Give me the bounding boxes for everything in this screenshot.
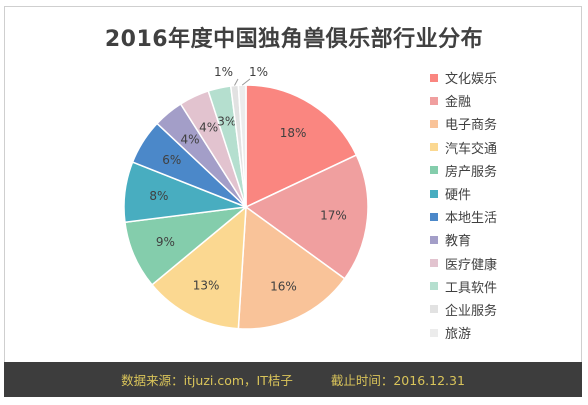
pie-slice-label-1: 18% xyxy=(280,126,307,140)
legend-item: 教育 xyxy=(430,228,497,251)
legend-label: 教育 xyxy=(445,234,472,250)
pie-slice-1 xyxy=(245,84,358,209)
legend-swatch xyxy=(430,305,438,314)
pie-slice-label-12: 1% xyxy=(249,65,268,79)
legend-item: 房产服务 xyxy=(430,159,497,182)
pie-slice-2 xyxy=(244,154,369,280)
pie-slice-label-9: 4% xyxy=(199,121,218,135)
pie-slice-label-6: 8% xyxy=(149,189,168,203)
legend-item: 企业服务 xyxy=(430,298,497,321)
legend-label: 旅游 xyxy=(445,327,472,343)
legend-item: 本地生活 xyxy=(430,205,497,228)
legend-swatch xyxy=(430,96,438,105)
legend-swatch xyxy=(430,166,438,175)
legend-swatch xyxy=(430,282,438,291)
pie-slice-label-10: 3% xyxy=(217,114,236,128)
legend-label: 电子商务 xyxy=(445,118,498,134)
legend-label: 金融 xyxy=(445,95,472,111)
legend-label: 房产服务 xyxy=(445,164,498,180)
legend-item: 文化娱乐 xyxy=(430,66,497,89)
footer-deadline: 截止时间：2016.12.31 xyxy=(330,373,465,388)
legend-swatch xyxy=(430,143,438,152)
legend-item: 汽车交通 xyxy=(430,136,497,159)
legend-item: 电子商务 xyxy=(430,112,497,135)
footer-source: 数据来源：itjuzi.com，IT桔子 xyxy=(121,373,293,388)
pie-slice-label-3: 16% xyxy=(270,280,297,294)
pie-slice-12 xyxy=(237,84,247,208)
chart-legend: 文化娱乐金融电子商务汽车交通房产服务硬件本地生活教育医疗健康工具软件企业服务旅游 xyxy=(430,66,497,344)
legend-item: 旅游 xyxy=(430,321,497,344)
legend-label: 本地生活 xyxy=(445,211,498,227)
pie-slice-label-7: 6% xyxy=(162,153,181,167)
pie-leader-line-12 xyxy=(241,78,251,86)
legend-swatch xyxy=(430,212,438,221)
legend-swatch xyxy=(430,73,438,82)
legend-swatch xyxy=(430,235,438,244)
legend-swatch xyxy=(430,328,438,337)
legend-item: 金融 xyxy=(430,89,497,112)
pie-slice-label-2: 17% xyxy=(320,208,347,222)
legend-swatch xyxy=(430,259,438,268)
legend-item: 工具软件 xyxy=(430,275,497,298)
pie-leader-line-11 xyxy=(234,78,239,86)
chart-title: 2016年度中国独角兽俱乐部行业分布 xyxy=(104,27,484,52)
pie-slice-label-11: 1% xyxy=(214,65,233,79)
legend-label: 企业服务 xyxy=(445,303,498,319)
pie-slice-label-5: 9% xyxy=(156,235,175,249)
pie-slice-3 xyxy=(237,205,346,330)
pie-slice-label-4: 13% xyxy=(193,278,220,292)
legend-item: 医疗健康 xyxy=(430,252,497,275)
legend-swatch xyxy=(430,119,438,128)
legend-label: 汽车交通 xyxy=(445,141,498,157)
footer-bar: 数据来源：itjuzi.com，IT桔子 截止时间：2016.12.31 xyxy=(4,362,582,397)
pie-slice-4 xyxy=(150,205,247,330)
legend-label: 医疗健康 xyxy=(445,257,498,273)
legend-item: 硬件 xyxy=(430,182,497,205)
legend-swatch xyxy=(430,189,438,198)
legend-label: 硬件 xyxy=(445,188,472,204)
legend-label: 文化娱乐 xyxy=(445,72,498,88)
pie-slice-label-8: 4% xyxy=(180,132,199,146)
legend-label: 工具软件 xyxy=(445,280,498,296)
